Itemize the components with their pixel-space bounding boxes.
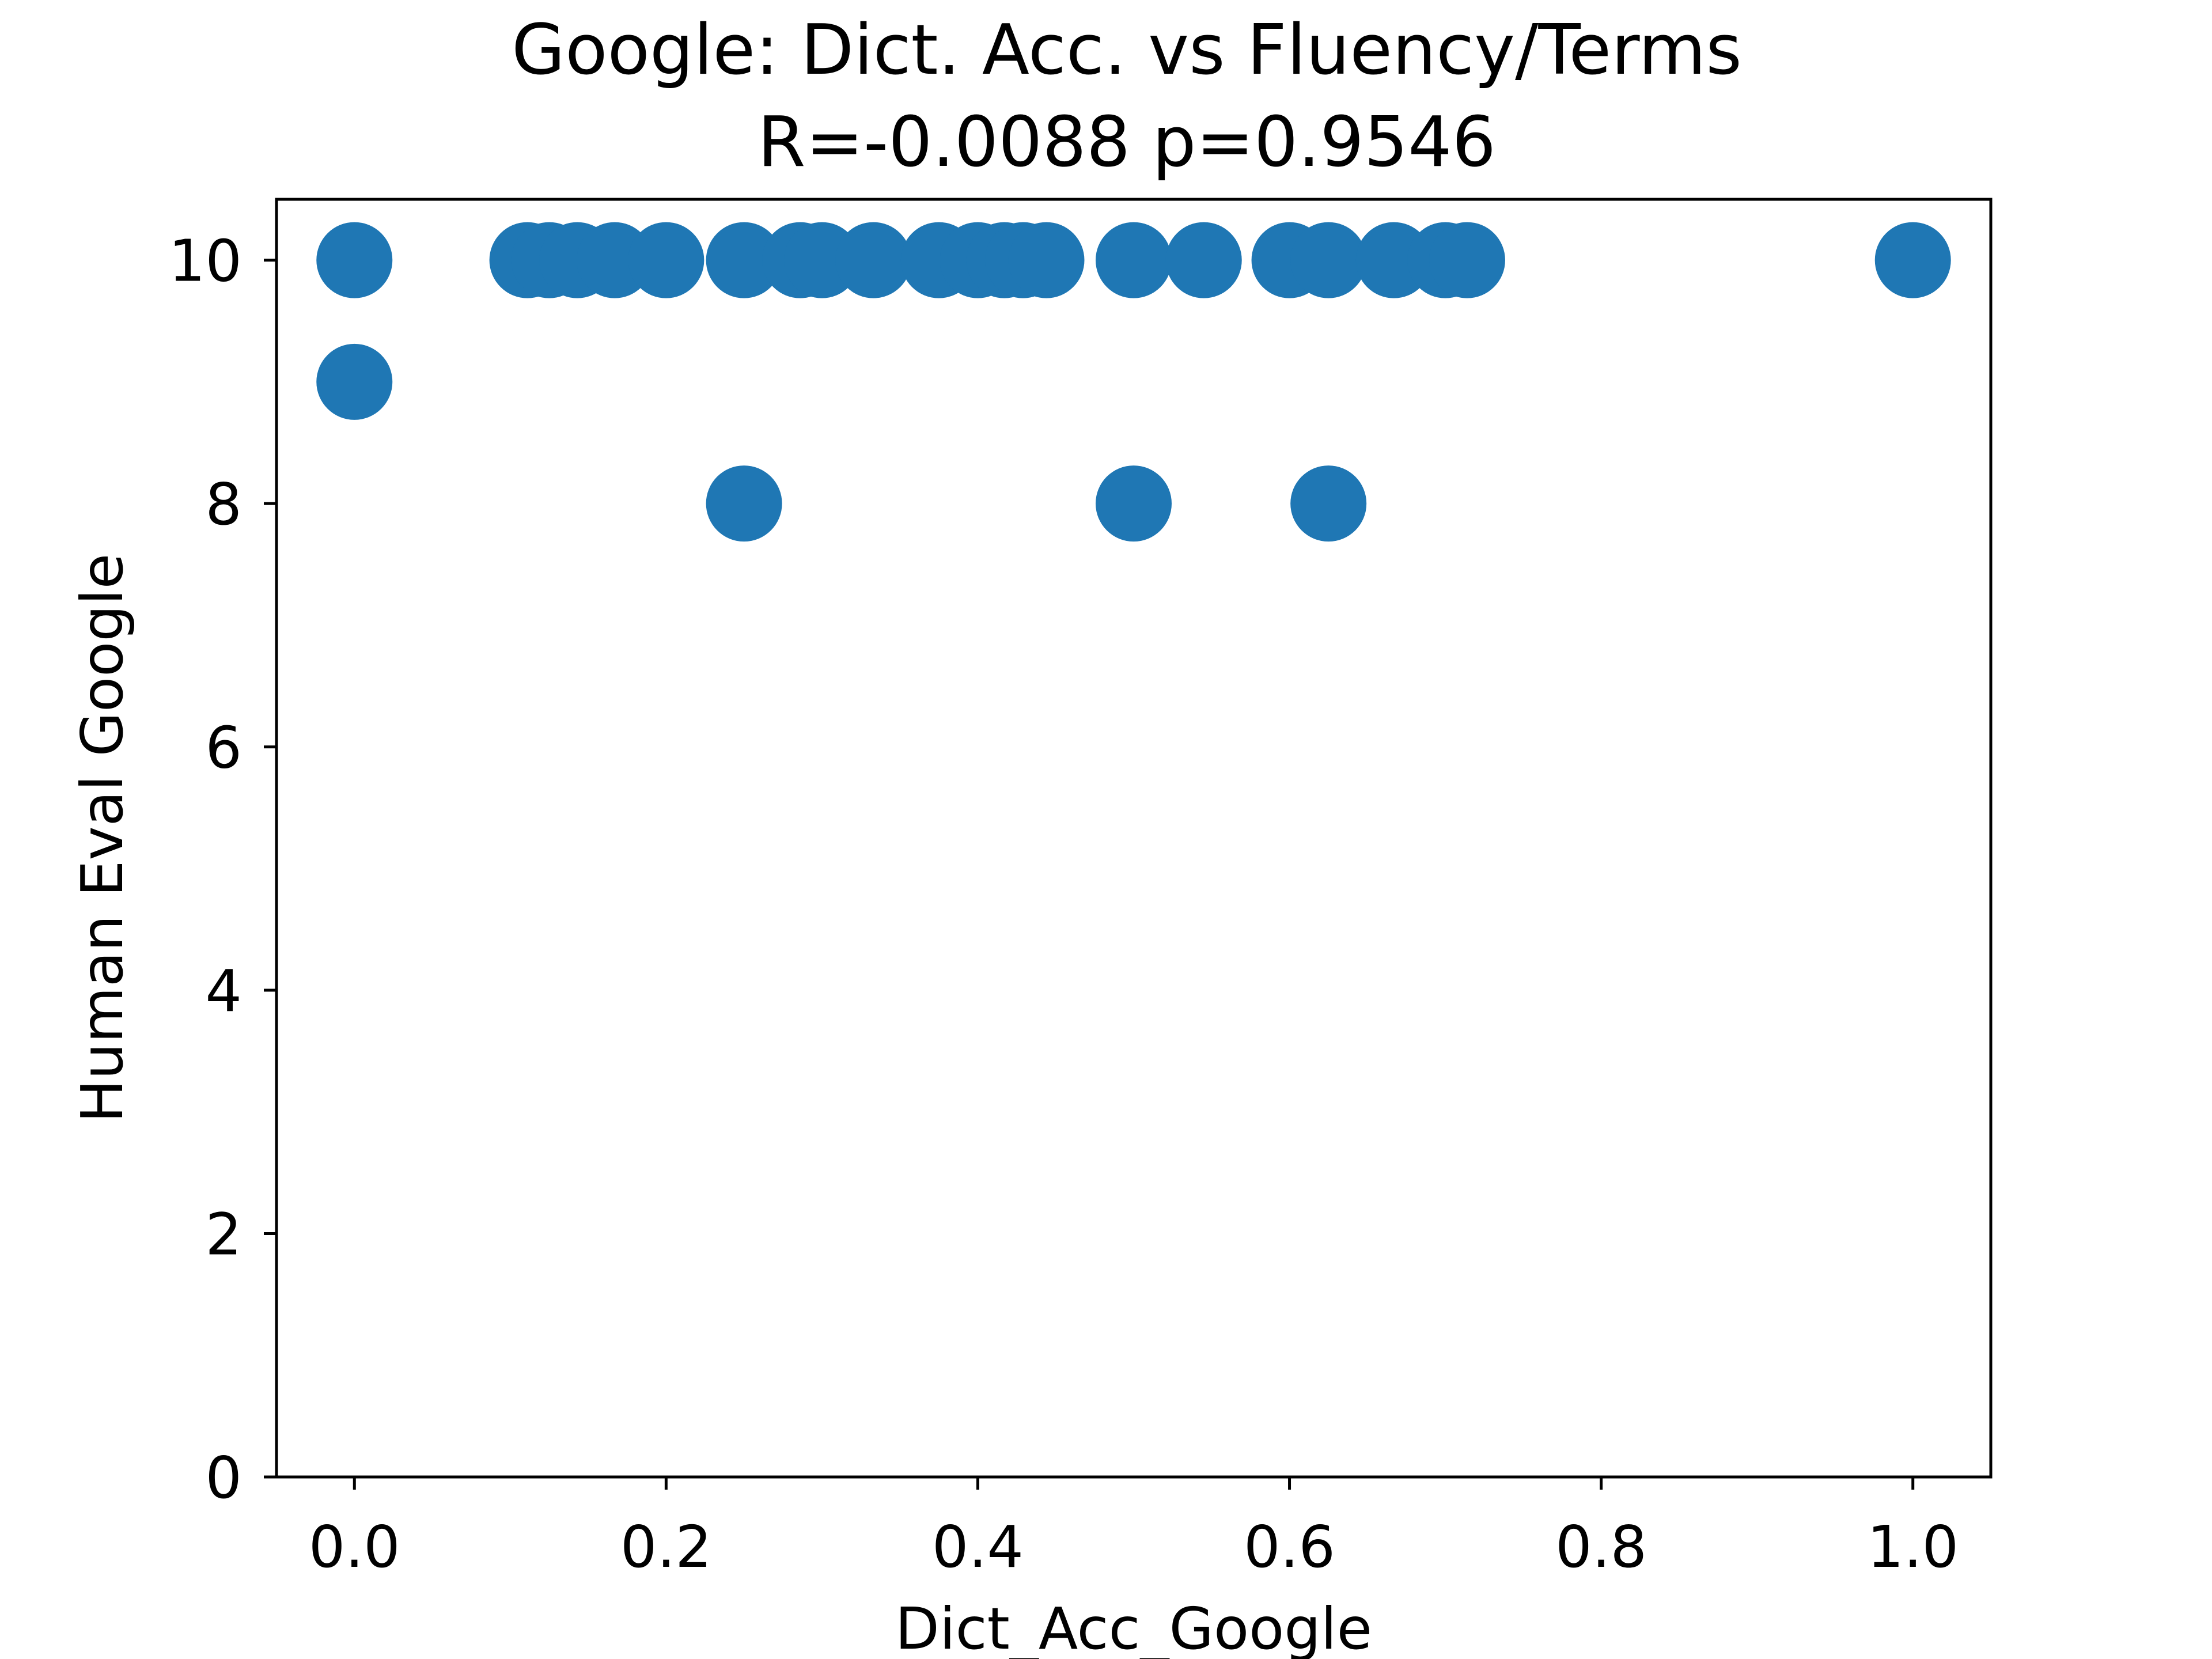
scatter-point <box>1874 222 1951 298</box>
y-tick-label: 8 <box>205 471 242 538</box>
scatter-point <box>316 343 393 420</box>
scatter-point <box>628 222 704 298</box>
scatter-point <box>1290 465 1367 542</box>
scatter-point <box>1096 222 1172 298</box>
scatter-point <box>1096 465 1172 542</box>
x-tick-label: 1.0 <box>1867 1513 1959 1581</box>
scatter-point <box>1290 222 1367 298</box>
y-tick-label: 2 <box>205 1201 242 1268</box>
y-axis-ticks: 0 2 4 6 8 10 <box>169 228 276 1512</box>
scatter-point <box>1008 222 1085 298</box>
plot-frame <box>275 198 1993 1479</box>
scatter-point <box>316 222 393 298</box>
y-tick-label: 4 <box>205 957 242 1025</box>
chart-title: Google: Dict. Acc. vs Fluency/Terms <box>512 10 1742 90</box>
x-tick-label: 0.4 <box>932 1513 1024 1581</box>
x-axis-ticks: 0.0 0.2 0.4 0.6 0.8 1.0 <box>309 1477 1959 1581</box>
scatter-point <box>1429 222 1505 298</box>
x-axis-label: Dict_Acc_Google <box>895 1595 1372 1659</box>
y-axis-label: Human Eval Google <box>69 554 136 1123</box>
y-tick-label: 0 <box>205 1444 242 1512</box>
scatter-points <box>316 222 1951 542</box>
y-tick-label: 6 <box>205 714 242 782</box>
x-tick-label: 0.0 <box>309 1513 400 1581</box>
x-tick-label: 0.2 <box>620 1513 712 1581</box>
scatter-point <box>706 222 782 298</box>
scatter-point <box>706 465 782 542</box>
scatter-point <box>1165 222 1242 298</box>
x-tick-label: 0.8 <box>1555 1513 1647 1581</box>
scatter-point <box>835 222 912 298</box>
x-tick-label: 0.6 <box>1244 1513 1335 1581</box>
chart-subtitle: R=-0.0088 p=0.9546 <box>757 103 1496 183</box>
y-tick-label: 10 <box>169 228 242 295</box>
